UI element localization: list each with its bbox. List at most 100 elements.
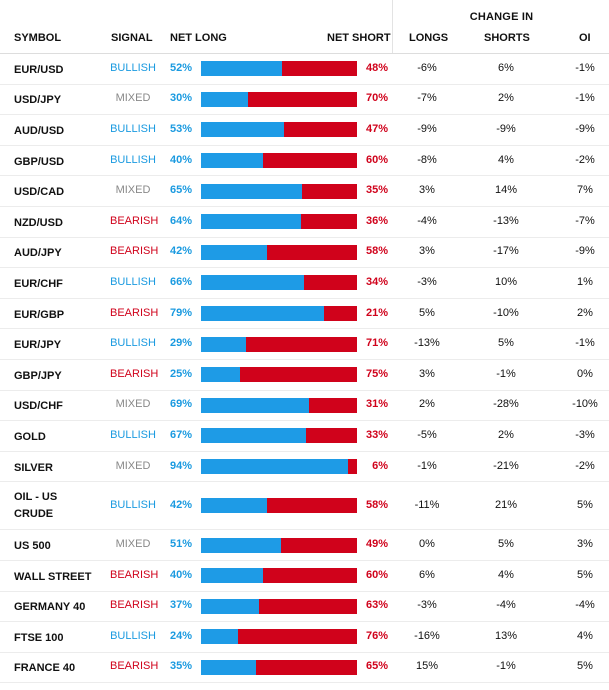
symbol-cell[interactable]: US 500	[14, 540, 51, 553]
signal-cell: BULLISH	[110, 153, 156, 166]
table-row[interactable]: EUR/GBP BEARISH 79% 21% 5% -10% 2%	[0, 299, 609, 330]
shorts-change: -1%	[496, 660, 516, 673]
symbol-cell[interactable]: EUR/USD	[14, 63, 64, 76]
symbol-cell[interactable]: AUD/USD	[14, 124, 65, 137]
signal-cell: BULLISH	[110, 122, 156, 135]
oi-change: -7%	[575, 214, 595, 227]
net-long-value: 40%	[170, 153, 193, 166]
table-row[interactable]: NZD/USD BEARISH 64% 36% -4% -13% -7%	[0, 207, 609, 238]
table-row[interactable]: EUR/USD BULLISH 52% 48% -6% 6% -1%	[0, 54, 609, 85]
sentiment-bar	[201, 568, 357, 584]
signal-cell: MIXED	[115, 459, 151, 472]
table-row[interactable]: GOLD BULLISH 67% 33% -5% 2% -3%	[0, 421, 609, 452]
net-long-bar-fill	[201, 336, 247, 352]
symbol-cell[interactable]: GERMANY 40	[14, 601, 86, 614]
signal-cell: BEARISH	[110, 306, 159, 319]
oi-change: 5%	[577, 660, 593, 673]
symbol-cell[interactable]: FTSE 100	[14, 631, 64, 644]
table-row[interactable]: GBP/USD BULLISH 40% 60% -8% 4% -2%	[0, 146, 609, 177]
table-row[interactable]: FRANCE 40 BEARISH 35% 65% 15% -1% 5%	[0, 653, 609, 684]
shorts-change: 2%	[498, 428, 514, 441]
longs-change: -7%	[417, 92, 437, 105]
longs-change: 3%	[419, 367, 435, 380]
table-row[interactable]: GBP/JPY BEARISH 25% 75% 3% -1% 0%	[0, 360, 609, 391]
sentiment-bar	[201, 367, 357, 383]
symbol-cell[interactable]: EUR/GBP	[14, 308, 65, 321]
table-row[interactable]: GERMANY 40 BEARISH 37% 63% -3% -4% -4%	[0, 592, 609, 623]
table-row[interactable]: WALL STREET BEARISH 40% 60% 6% 4% 5%	[0, 561, 609, 592]
symbol-cell[interactable]: SILVER	[14, 461, 53, 474]
table-row[interactable]: AUD/JPY BEARISH 42% 58% 3% -17% -9%	[0, 238, 609, 269]
net-long-value: 64%	[170, 214, 193, 227]
header-net-short[interactable]: NET SHORT	[327, 32, 391, 44]
table-row[interactable]: OIL - US CRUDE BULLISH 42% 58% -11% 21% …	[0, 482, 609, 531]
table-row[interactable]: FTSE 100 BULLISH 24% 76% -16% 13% 4%	[0, 622, 609, 653]
net-long-value: 24%	[170, 629, 193, 642]
signal-cell: BEARISH	[110, 245, 159, 258]
symbol-cell[interactable]: GOLD	[14, 430, 46, 443]
sentiment-bar	[201, 153, 357, 169]
header-shorts[interactable]: SHORTS	[484, 32, 530, 44]
net-long-bar-fill	[201, 397, 309, 413]
change-in-label: CHANGE IN	[469, 11, 534, 23]
symbol-cell[interactable]: OIL - US CRUDE	[14, 490, 58, 520]
symbol-cell[interactable]: EUR/CHF	[14, 277, 63, 290]
table-row[interactable]: EUR/JPY BULLISH 29% 71% -13% 5% -1%	[0, 329, 609, 360]
symbol-cell[interactable]: USD/CHF	[14, 400, 63, 413]
header-signal[interactable]: SIGNAL	[111, 32, 153, 44]
net-long-value: 35%	[170, 660, 193, 673]
header-longs[interactable]: LONGS	[409, 32, 449, 44]
symbol-cell[interactable]: FRANCE 40	[14, 662, 76, 675]
net-long-value: 65%	[170, 184, 193, 197]
table-row[interactable]: EUR/CHF BULLISH 66% 34% -3% 10% 1%	[0, 268, 609, 299]
net-short-value: 49%	[365, 538, 388, 551]
net-short-value: 63%	[365, 599, 388, 612]
net-long-bar-fill	[201, 498, 267, 514]
table-row[interactable]: USD/CHF MIXED 69% 31% 2% -28% -10%	[0, 391, 609, 422]
sentiment-bar	[201, 659, 357, 675]
sentiment-bar	[201, 537, 357, 553]
symbol-cell[interactable]: USD/JPY	[14, 94, 62, 107]
signal-cell: BULLISH	[110, 629, 156, 642]
net-long-bar-fill	[201, 428, 306, 444]
header-symbol[interactable]: SYMBOL	[14, 32, 62, 44]
signal-cell: BULLISH	[110, 275, 156, 288]
signal-cell: BEARISH	[110, 660, 159, 673]
sentiment-bar	[201, 459, 357, 475]
shorts-change: 4%	[498, 153, 514, 166]
signal-cell: BULLISH	[110, 428, 156, 441]
table-row[interactable]: USD/CAD MIXED 65% 35% 3% 14% 7%	[0, 176, 609, 207]
table-row[interactable]: USD/JPY MIXED 30% 70% -7% 2% -1%	[0, 85, 609, 116]
oi-change: -4%	[575, 599, 595, 612]
change-in-group-header: CHANGE IN	[392, 0, 609, 27]
symbol-cell[interactable]: NZD/USD	[14, 216, 63, 229]
net-short-value: 34%	[365, 275, 388, 288]
net-long-value: 30%	[170, 92, 193, 105]
header-oi[interactable]: OI	[579, 32, 591, 44]
oi-change: -1%	[575, 337, 595, 350]
symbol-cell[interactable]: USD/CAD	[14, 186, 65, 199]
oi-change: -3%	[575, 428, 595, 441]
symbol-cell[interactable]: EUR/JPY	[14, 339, 62, 352]
table-row[interactable]: AUD/USD BULLISH 53% 47% -9% -9% -9%	[0, 115, 609, 146]
table-row[interactable]: SILVER MIXED 94% 6% -1% -21% -2%	[0, 452, 609, 483]
shorts-change: 14%	[494, 184, 518, 197]
signal-cell: BEARISH	[110, 599, 159, 612]
longs-change: -1%	[417, 459, 437, 472]
net-short-value: 58%	[365, 245, 388, 258]
net-long-bar-fill	[201, 275, 304, 291]
table-body: EUR/USD BULLISH 52% 48% -6% 6% -1% USD/J…	[0, 54, 609, 684]
column-divider	[392, 27, 393, 53]
symbol-cell[interactable]: GBP/USD	[14, 155, 65, 168]
table-row[interactable]: US 500 MIXED 51% 49% 0% 5% 3%	[0, 530, 609, 561]
net-short-value: 58%	[365, 498, 388, 511]
longs-change: -16%	[414, 629, 440, 642]
symbol-cell[interactable]: WALL STREET	[14, 570, 92, 583]
symbol-cell[interactable]: AUD/JPY	[14, 247, 62, 260]
net-long-value: 42%	[170, 245, 193, 258]
oi-change: 0%	[577, 367, 593, 380]
sentiment-bar	[201, 214, 357, 230]
header-net-long[interactable]: NET LONG	[170, 32, 227, 44]
symbol-cell[interactable]: GBP/JPY	[14, 369, 62, 382]
signal-cell: MIXED	[115, 92, 151, 105]
